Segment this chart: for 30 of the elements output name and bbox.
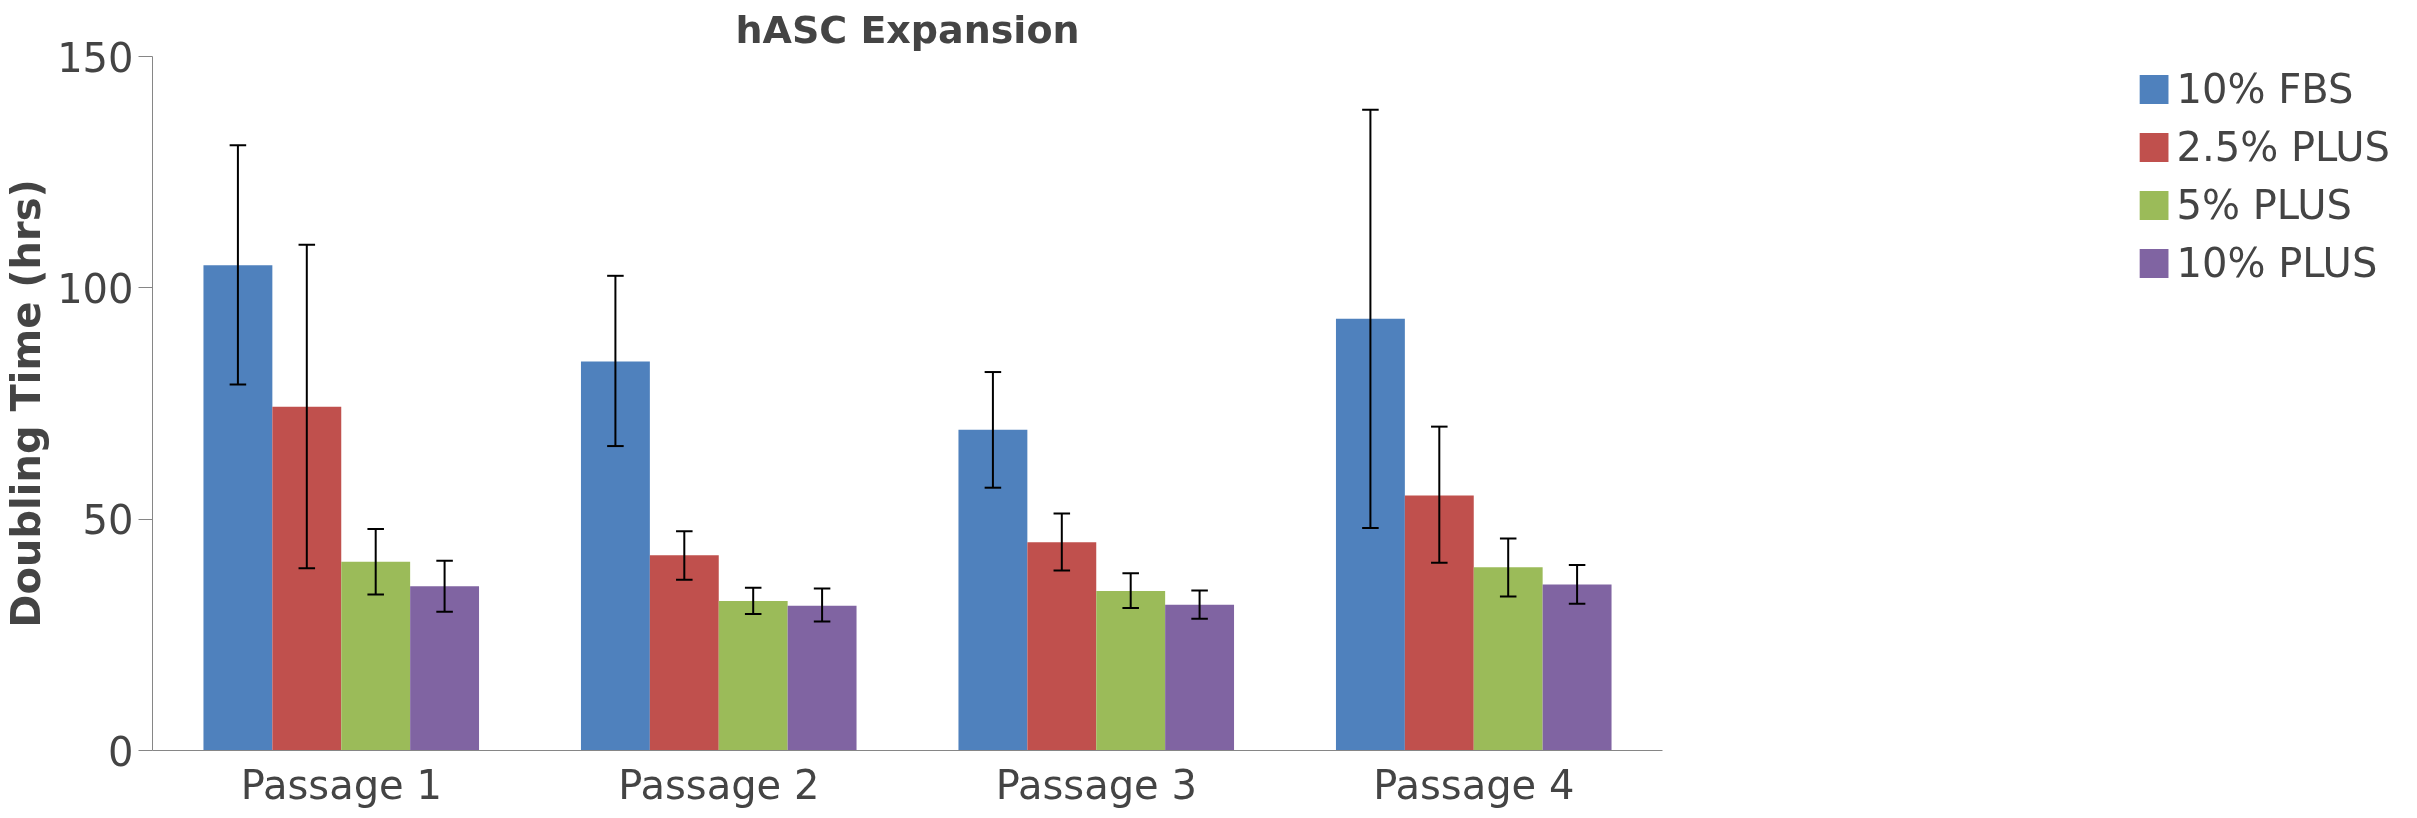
bar	[1165, 604, 1235, 751]
bar	[410, 586, 480, 751]
bar	[203, 265, 273, 751]
y-tick-label: 100	[57, 265, 134, 312]
bar	[1473, 567, 1543, 751]
legend-label: 10% FBS	[2176, 66, 2354, 112]
bar	[649, 555, 719, 751]
x-tick-label: Passage 3	[995, 761, 1197, 808]
bar	[718, 601, 788, 751]
x-tick-label: Passage 1	[240, 761, 442, 808]
legend-label: 10% PLUS	[2176, 240, 2378, 286]
bar	[1335, 318, 1405, 751]
bar	[1542, 584, 1612, 751]
bar	[341, 561, 411, 751]
legend-label: 2.5% PLUS	[2176, 124, 2390, 170]
bar	[580, 361, 650, 751]
bar	[1027, 542, 1097, 751]
y-tick-label: 150	[57, 34, 134, 81]
x-tick-label: Passage 4	[1373, 761, 1575, 808]
y-tick-label: 0	[108, 728, 134, 775]
bar	[1404, 495, 1474, 751]
bar	[787, 605, 857, 751]
x-tick-label: Passage 2	[618, 761, 820, 808]
bar	[1096, 590, 1166, 751]
y-tick-label: 50	[82, 497, 134, 544]
bar	[272, 406, 342, 751]
legend-label: 5% PLUS	[2176, 182, 2352, 228]
chart-title: hASC Expansion	[735, 7, 1080, 52]
bar	[958, 429, 1028, 751]
y-axis-title: Doubling Time (hrs)	[3, 179, 50, 628]
